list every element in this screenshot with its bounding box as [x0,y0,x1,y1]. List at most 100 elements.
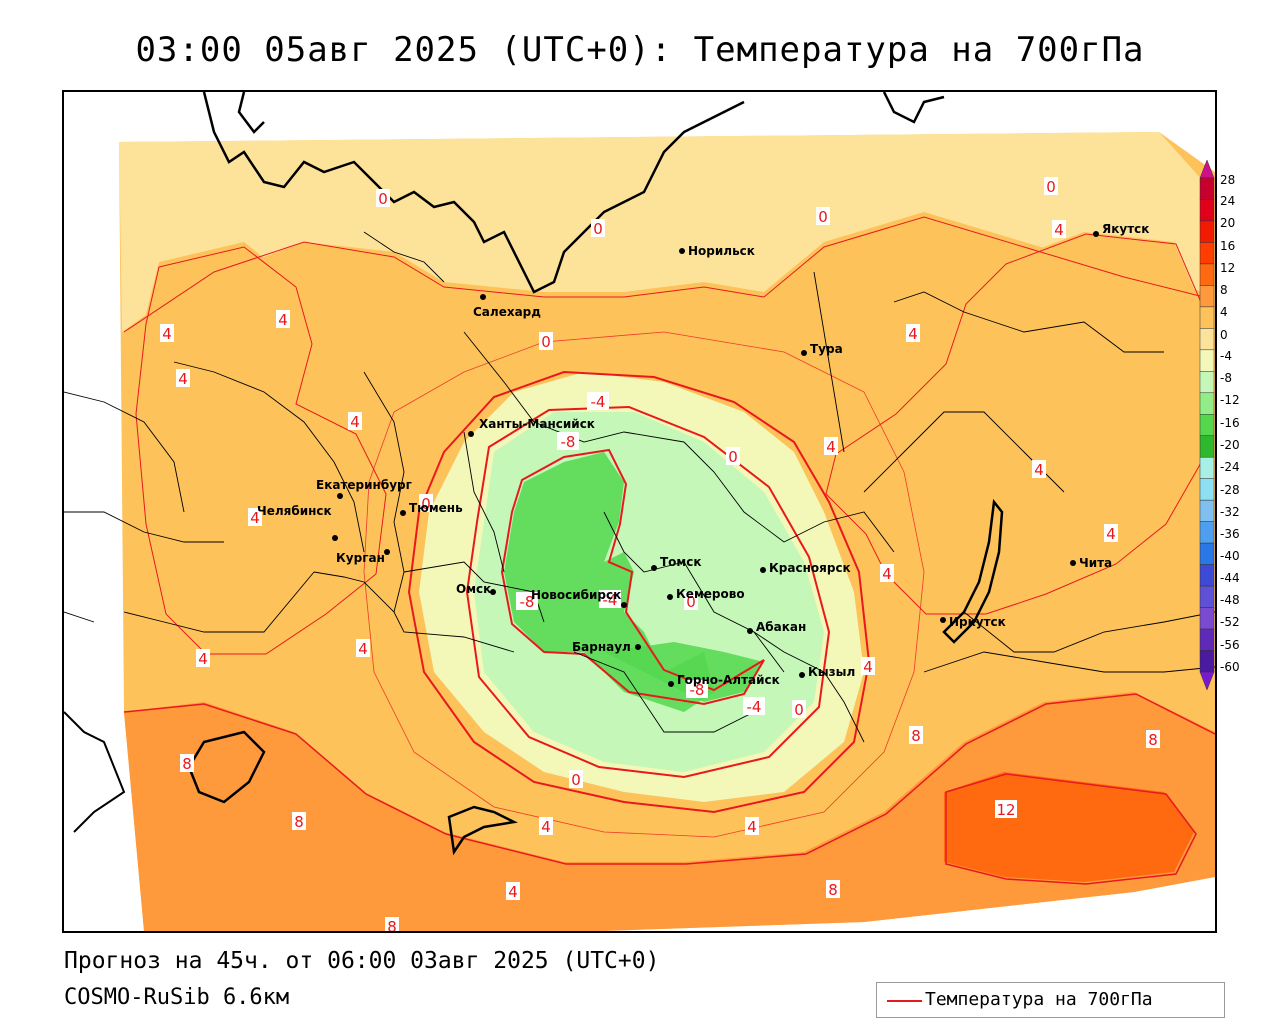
colorbar-label: 8 [1220,283,1228,297]
city-gorno-altaysk: Горно-Алтайск [668,673,780,687]
svg-text:Якутск: Якутск [1102,222,1149,236]
colorbar-label: -56 [1220,638,1240,652]
svg-text:0: 0 [728,448,738,466]
iso-label: 8 [826,880,840,899]
colorbar-label: -4 [1220,349,1232,363]
dome-core [504,452,714,712]
isolines [123,216,1215,885]
colorbar-swatch [1199,564,1215,587]
colorbar-swatch [1199,435,1215,458]
iso-label: 4 [906,324,920,343]
colorbar-label: -40 [1220,549,1240,563]
city-norilsk: Норильск [679,244,755,258]
colorbar-swatch [1199,392,1215,415]
svg-text:4: 4 [541,818,551,836]
svg-text:4: 4 [278,311,288,329]
svg-text:8: 8 [387,918,397,931]
colorbar-swatch [1199,414,1215,436]
band-very-hot [944,772,1194,882]
colorbar-swatch [1199,199,1215,222]
iso-label: 4 [356,639,370,658]
band-warm-east [824,232,1204,612]
colorbar-swatch [1199,220,1215,243]
svg-text:12: 12 [996,801,1015,819]
colorbar-label: 4 [1220,305,1228,319]
svg-text:8: 8 [828,881,838,899]
iso-label: 4 [745,817,759,836]
iso-label: 8 [180,754,194,773]
city-chita: Чита [1070,556,1112,570]
svg-text:-4: -4 [747,698,762,716]
colorbar-swatch [1199,263,1215,286]
isoline-labels: 0 0 0 0 0 0 0 0 0 0 4 4 4 4 4 4 4 4 4 4 … [160,177,1160,931]
colorbar-swatch [1199,177,1215,200]
band-hot-south [124,692,1215,931]
svg-text:4: 4 [863,658,873,676]
iso-label: 4 [880,564,894,583]
svg-text:4: 4 [826,438,836,456]
iso-label: -8 [686,680,708,699]
svg-text:8: 8 [911,727,921,745]
iso-label: 8 [909,726,923,745]
map-title: 03:00 05авг 2025 (UTC+0): Температура на… [135,30,1145,70]
iso-label: 0 [684,592,698,611]
iso-label: 0 [726,447,740,466]
svg-text:Новосибирск: Новосибирск [531,588,621,602]
svg-text:4: 4 [747,818,757,836]
city-omsk: Омск [456,582,496,596]
iso-label: 4 [176,369,190,388]
svg-text:Иркутск: Иркутск [949,615,1006,629]
iso-label: -4 [587,392,609,411]
iso-label: 12 [995,800,1017,819]
iso-label: 4 [1032,460,1046,479]
iso-label: 0 [539,332,553,351]
city-tomsk: Томск [651,555,702,571]
svg-text:Абакан: Абакан [756,620,806,634]
svg-text:0: 0 [571,771,581,789]
colorbar: 28 24 20 16 12 8 4 0 -4 -8 -12 -16 -20 -… [1199,160,1240,690]
colorbar-label: -48 [1220,593,1240,607]
city-irkutsk: Иркутск [940,615,1006,629]
iso-label: 4 [276,310,290,329]
svg-text:-8: -8 [690,681,705,699]
city-kemerovo: Кемерово [667,587,745,601]
colorbar-swatch [1199,456,1215,479]
svg-text:Барнаул: Барнаул [572,640,631,654]
colorbar-label: -20 [1220,438,1240,452]
svg-text:4: 4 [508,883,518,901]
city-salekhard: Салехард [473,294,541,319]
colorbar-swatch [1199,371,1215,394]
legend: Температура на 700гПа [876,982,1225,1018]
iso-label: 0 [569,770,583,789]
city-abakan: Абакан [747,620,806,634]
city-krasnoyarsk: Красноярск [760,561,851,575]
iso-label: 4 [1104,524,1118,543]
colorbar-labels: 28 24 20 16 12 8 4 0 -4 -8 -12 -16 -20 -… [1220,173,1240,674]
iso-label: -8 [516,592,538,611]
svg-text:4: 4 [1054,221,1064,239]
iso-label: -4 [743,697,765,716]
colorbar-label: 0 [1220,328,1228,342]
svg-text:Салехард: Салехард [473,305,541,319]
colorbar-swatch [1199,328,1215,351]
band-warm-west [134,242,384,652]
svg-text:0: 0 [378,190,388,208]
temperature-map: 0 0 0 0 0 0 0 0 0 0 4 4 4 4 4 4 4 4 4 4 … [64,92,1215,931]
colorbar-bottom-arrow [1199,671,1215,690]
svg-text:Тюмень: Тюмень [409,501,463,515]
colorbar-swatch [1199,542,1215,565]
cities: Салехард Норильск Якутск Тура Ханты-Манс… [257,222,1149,687]
svg-text:0: 0 [686,593,696,611]
colorbar-swatch [1199,499,1215,522]
iso-label: 4 [348,412,362,431]
svg-text:0: 0 [1046,178,1056,196]
svg-text:4: 4 [250,509,260,527]
iso-label: 4 [824,437,838,456]
svg-text:-8: -8 [561,433,576,451]
city-barnaul: Барнаул [572,640,641,654]
iso-label: 8 [292,812,306,831]
svg-text:Кемерово: Кемерово [676,587,745,601]
colorbar-label: -36 [1220,527,1240,541]
forecast-info: Прогноз на 45ч. от 06:00 03авг 2025 (UTC… [64,948,660,974]
svg-text:4: 4 [908,325,918,343]
